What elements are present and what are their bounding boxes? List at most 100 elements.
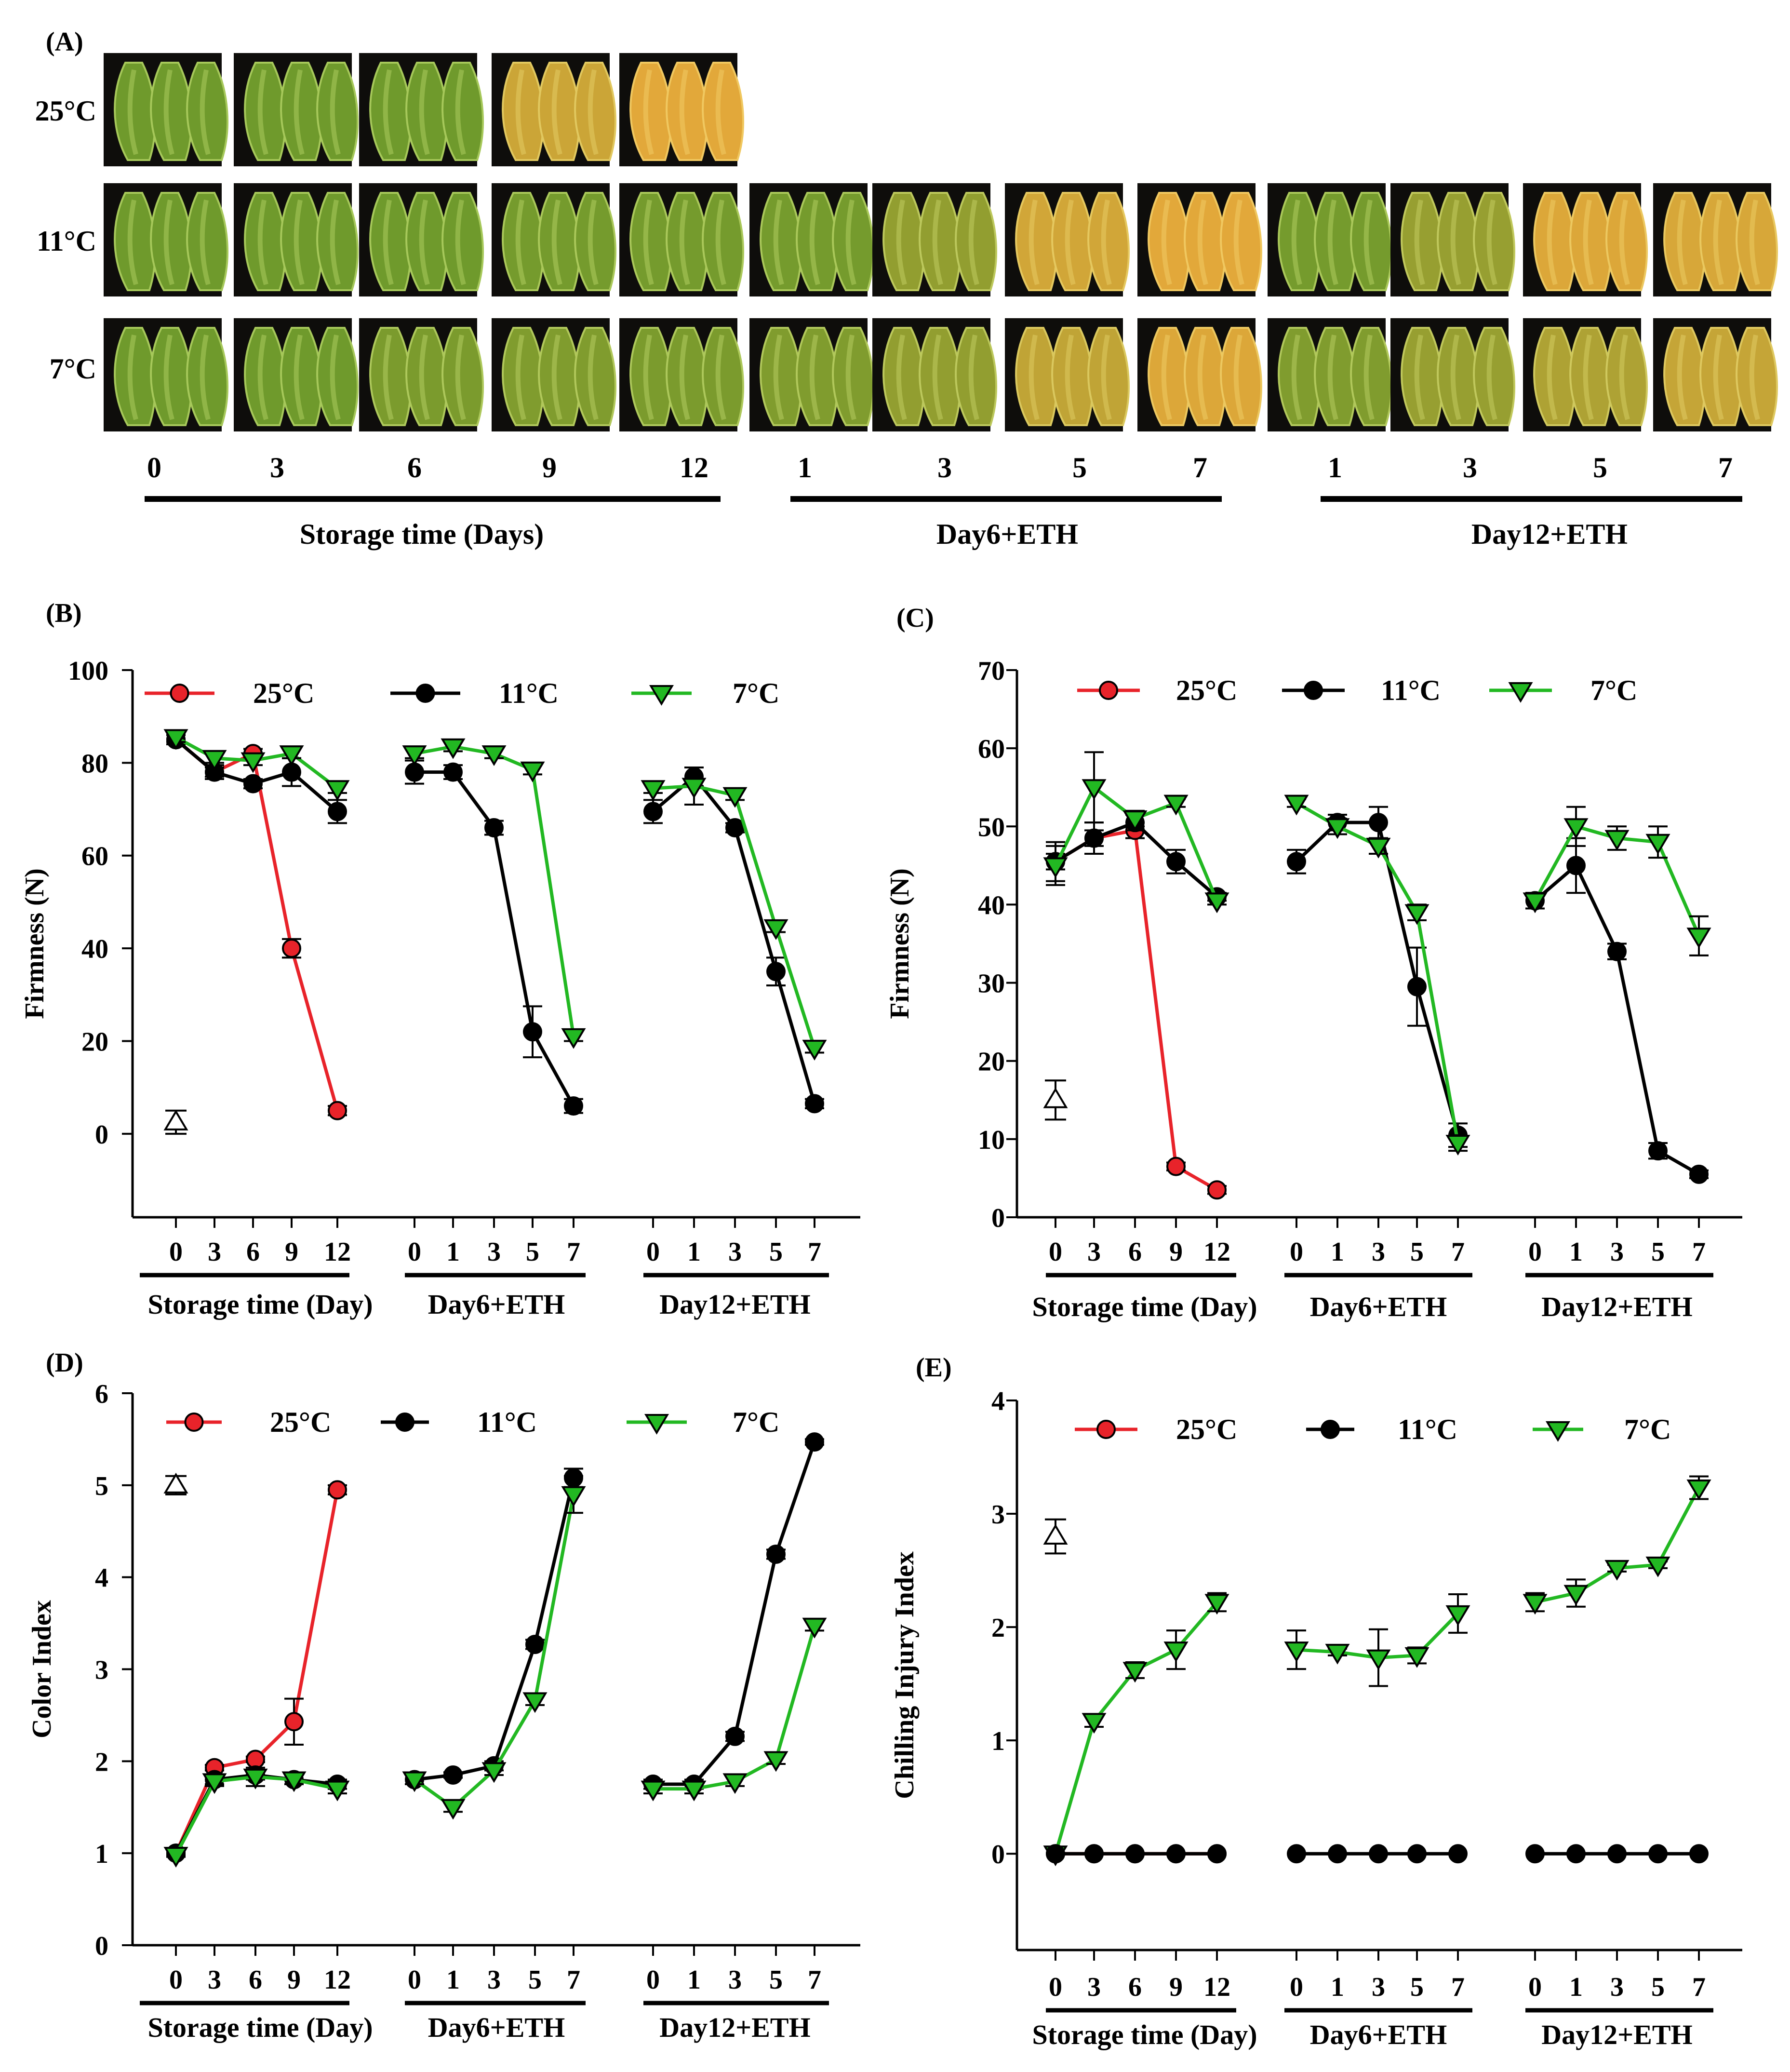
banana-photo	[1523, 318, 1648, 431]
data-point	[1163, 1641, 1189, 1663]
banana-highlight	[455, 69, 466, 155]
group-label-day6: Day6+ETH	[936, 518, 1078, 550]
data-point	[1287, 852, 1306, 872]
x-tick-label: 5	[1651, 1237, 1665, 1267]
x-tick-label: 6	[249, 1965, 262, 1995]
banana-highlight	[294, 200, 305, 285]
banana-fruit	[150, 192, 192, 291]
data-point	[520, 761, 545, 782]
y-tick-label: 20	[978, 1047, 1005, 1077]
x-tick-label: 0	[646, 1237, 660, 1267]
banana-highlight	[257, 335, 268, 420]
x-tick-label: 5	[1410, 1972, 1424, 2002]
x-tick-label: 1	[687, 1965, 701, 1995]
data-point	[1284, 794, 1309, 816]
banana-fruit	[369, 192, 412, 291]
data-point	[725, 1726, 745, 1746]
x-tick-label: 1	[1569, 1972, 1583, 2002]
x-group-label: Storage time (Day)	[1032, 2019, 1257, 2050]
banana-fruit	[955, 192, 997, 291]
panel-a-tick-label: 1	[1328, 452, 1342, 484]
banana-highlight	[330, 200, 341, 285]
y-tick-label: 30	[978, 969, 1005, 999]
x-tick-label: 5	[769, 1965, 783, 1995]
banana-fruit	[502, 192, 544, 291]
y-tick-label: 50	[978, 812, 1005, 842]
y-axis-label: Firmness (N)	[20, 868, 50, 1019]
data-point	[441, 1799, 466, 1820]
legend-marker	[1096, 1420, 1116, 1439]
banana-highlight	[1291, 335, 1302, 420]
banana-highlight	[679, 69, 690, 155]
data-point	[1084, 828, 1104, 848]
banana-highlight	[1161, 335, 1172, 420]
legend-label: 7°C	[1624, 1413, 1671, 1445]
data-point	[805, 1432, 824, 1452]
banana-highlight	[845, 200, 856, 285]
row-label-11: 11°C	[37, 225, 96, 257]
banana-photo	[492, 53, 616, 166]
banana-fruit	[832, 192, 874, 291]
banana-highlight	[968, 335, 979, 420]
x-group-label: Day6+ETH	[428, 1289, 565, 1320]
y-tick-label: 3	[95, 1655, 108, 1685]
x-tick-label: 6	[1128, 1972, 1142, 2002]
x-tick-label: 0	[169, 1237, 183, 1267]
banana-fruit	[538, 62, 580, 161]
y-tick-label: 40	[81, 934, 108, 964]
banana-photo	[749, 183, 874, 296]
y-tick-label: 5	[95, 1471, 108, 1501]
banana-highlight	[715, 69, 726, 155]
y-axis-label: Firmness (N)	[885, 868, 915, 1019]
banana-photo	[234, 53, 359, 166]
x-tick-label: 3	[1610, 1972, 1624, 2002]
banana-highlight	[1749, 335, 1760, 420]
banana-highlight	[455, 200, 466, 285]
y-tick-label: 4	[95, 1563, 108, 1593]
data-point	[1122, 810, 1148, 831]
y-axis-label: Chilling Injury Index	[890, 1551, 920, 1799]
series-c7	[1043, 751, 1711, 1156]
legend-label: 25°C	[270, 1406, 331, 1438]
banana-fruit	[919, 327, 961, 426]
x-tick-label: 0	[646, 1965, 660, 1995]
banana-fruit	[702, 192, 744, 291]
banana-highlight	[845, 335, 856, 420]
data-point	[1607, 1844, 1627, 1864]
banana-fruit	[150, 62, 192, 161]
banana-highlight	[588, 200, 599, 285]
x-tick-label: 9	[1169, 1237, 1183, 1267]
banana-photo	[1390, 183, 1515, 296]
legend-marker	[415, 684, 435, 703]
data-point	[1166, 1157, 1186, 1176]
banana-highlight	[330, 69, 341, 155]
banana-fruit	[441, 192, 484, 291]
data-point	[1369, 1844, 1388, 1864]
data-point	[1325, 818, 1350, 839]
series-line	[1534, 862, 1700, 1176]
data-point	[1084, 1844, 1104, 1864]
banana-highlight	[1619, 335, 1630, 420]
x-tick-label: 7	[567, 1237, 580, 1267]
banana-highlight	[419, 335, 430, 420]
x-tick-label: 1	[1331, 1237, 1344, 1267]
data-point	[1448, 1844, 1468, 1864]
legend-label: 25°C	[253, 677, 314, 709]
banana-fruit	[538, 192, 580, 291]
banana-photo	[1268, 183, 1392, 296]
data-point	[643, 802, 663, 821]
banana-fruit	[629, 62, 672, 161]
banana-fruit	[1015, 192, 1057, 291]
banana-photo	[1653, 183, 1778, 296]
banana-highlight	[127, 335, 138, 420]
x-tick-label: 1	[446, 1237, 460, 1267]
legend-marker	[184, 1413, 204, 1432]
banana-photo	[359, 53, 484, 166]
data-point	[325, 1780, 350, 1802]
banana-highlight	[1327, 200, 1338, 285]
banana-fruit	[114, 62, 156, 161]
data-point	[1563, 1585, 1589, 1606]
banana-highlight	[809, 335, 820, 420]
series-line	[653, 1625, 816, 1791]
